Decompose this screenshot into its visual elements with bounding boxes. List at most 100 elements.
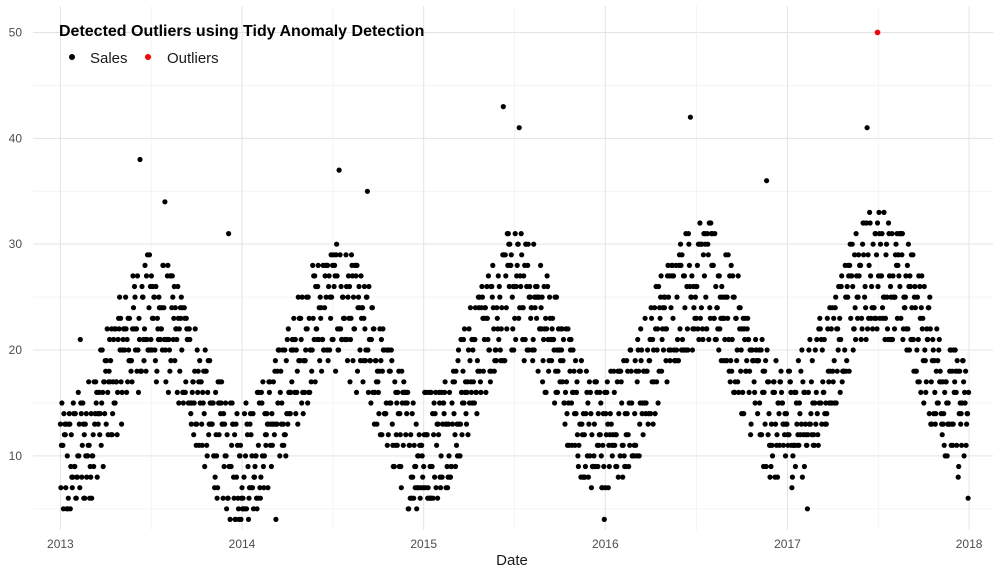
sales-point bbox=[348, 252, 355, 258]
sales-point bbox=[871, 305, 877, 311]
sales-point bbox=[608, 421, 614, 427]
sales-point bbox=[756, 358, 762, 364]
sales-point bbox=[442, 379, 448, 385]
sales-point bbox=[779, 400, 786, 406]
sales-point bbox=[404, 400, 410, 406]
sales-point bbox=[835, 347, 841, 353]
sales-point bbox=[223, 400, 229, 406]
sales-point bbox=[684, 326, 691, 332]
sales-point bbox=[670, 273, 677, 279]
sales-point bbox=[438, 485, 444, 491]
sales-point bbox=[150, 315, 156, 321]
sales-point bbox=[830, 379, 836, 385]
sales-point bbox=[117, 294, 123, 300]
sales-point bbox=[633, 442, 639, 448]
sales-point bbox=[679, 336, 686, 343]
sales-point bbox=[686, 262, 693, 268]
sales-point bbox=[470, 347, 476, 353]
sales-point bbox=[165, 389, 171, 395]
sales-point bbox=[864, 125, 870, 131]
sales-point bbox=[632, 358, 638, 364]
sales-point bbox=[165, 262, 171, 268]
sales-point bbox=[221, 411, 227, 417]
sales-point bbox=[918, 389, 924, 395]
sales-point bbox=[515, 241, 521, 247]
sales-point bbox=[589, 432, 595, 438]
sales-point bbox=[954, 358, 960, 364]
sales-point bbox=[873, 252, 880, 258]
sales-point bbox=[700, 336, 706, 343]
sales-point bbox=[807, 336, 813, 343]
sales-point bbox=[554, 389, 561, 395]
sales-point bbox=[154, 368, 160, 374]
sales-point bbox=[961, 379, 967, 385]
sales-point bbox=[762, 421, 768, 427]
sales-point bbox=[245, 463, 251, 470]
sales-point bbox=[862, 294, 868, 300]
sales-point bbox=[637, 421, 643, 427]
sales-point bbox=[282, 347, 288, 353]
sales-point bbox=[768, 421, 775, 427]
sales-point bbox=[284, 336, 290, 343]
sales-point bbox=[300, 411, 306, 417]
sales-point bbox=[757, 400, 763, 406]
sales-point bbox=[514, 262, 520, 268]
sales-point bbox=[260, 379, 266, 385]
sales-point bbox=[198, 379, 204, 385]
sales-point bbox=[441, 400, 447, 406]
sales-point bbox=[564, 411, 570, 417]
sales-point bbox=[419, 453, 425, 459]
sales-point bbox=[844, 283, 850, 290]
sales-point bbox=[160, 262, 166, 268]
sales-point bbox=[317, 294, 323, 300]
sales-point bbox=[897, 283, 903, 290]
sales-point bbox=[277, 389, 283, 395]
sales-point bbox=[674, 294, 680, 300]
sales-point bbox=[804, 442, 810, 448]
sales-point bbox=[858, 262, 864, 268]
sales-point bbox=[179, 347, 185, 353]
sales-point bbox=[817, 326, 823, 332]
sales-point bbox=[685, 231, 692, 237]
sales-point bbox=[716, 347, 722, 353]
sales-point bbox=[527, 294, 533, 300]
sales-point bbox=[878, 273, 885, 279]
sales-point bbox=[287, 411, 293, 417]
sales-point bbox=[152, 358, 158, 364]
sales-point bbox=[83, 411, 89, 417]
sales-point bbox=[213, 389, 219, 395]
sales-point bbox=[180, 400, 186, 406]
sales-point bbox=[962, 389, 968, 395]
sales-point bbox=[954, 442, 960, 448]
sales-point bbox=[544, 326, 550, 332]
sales-point bbox=[828, 326, 834, 332]
sales-point bbox=[312, 379, 318, 385]
sales-point bbox=[883, 241, 890, 247]
sales-point bbox=[464, 389, 470, 395]
sales-point bbox=[833, 294, 839, 300]
sales-point bbox=[219, 379, 225, 385]
sales-point bbox=[591, 421, 598, 427]
sales-point bbox=[811, 432, 817, 438]
sales-point bbox=[88, 474, 94, 480]
sales-point bbox=[225, 495, 231, 501]
sales-point bbox=[314, 326, 320, 332]
sales-point bbox=[432, 474, 438, 480]
sales-point bbox=[714, 305, 720, 311]
sales-point bbox=[69, 485, 75, 491]
sales-point bbox=[581, 432, 588, 438]
sales-point bbox=[809, 358, 815, 364]
sales-point bbox=[336, 167, 342, 173]
sales-point bbox=[243, 400, 249, 406]
sales-point bbox=[839, 273, 845, 279]
sales-point bbox=[303, 347, 309, 353]
sales-point bbox=[400, 442, 406, 448]
sales-point bbox=[832, 305, 838, 311]
sales-point bbox=[652, 411, 658, 417]
sales-point bbox=[567, 368, 573, 374]
sales-point bbox=[119, 389, 125, 395]
sales-point bbox=[656, 283, 662, 290]
sales-point bbox=[371, 326, 377, 332]
sales-point bbox=[249, 485, 256, 491]
sales-point bbox=[373, 358, 379, 364]
